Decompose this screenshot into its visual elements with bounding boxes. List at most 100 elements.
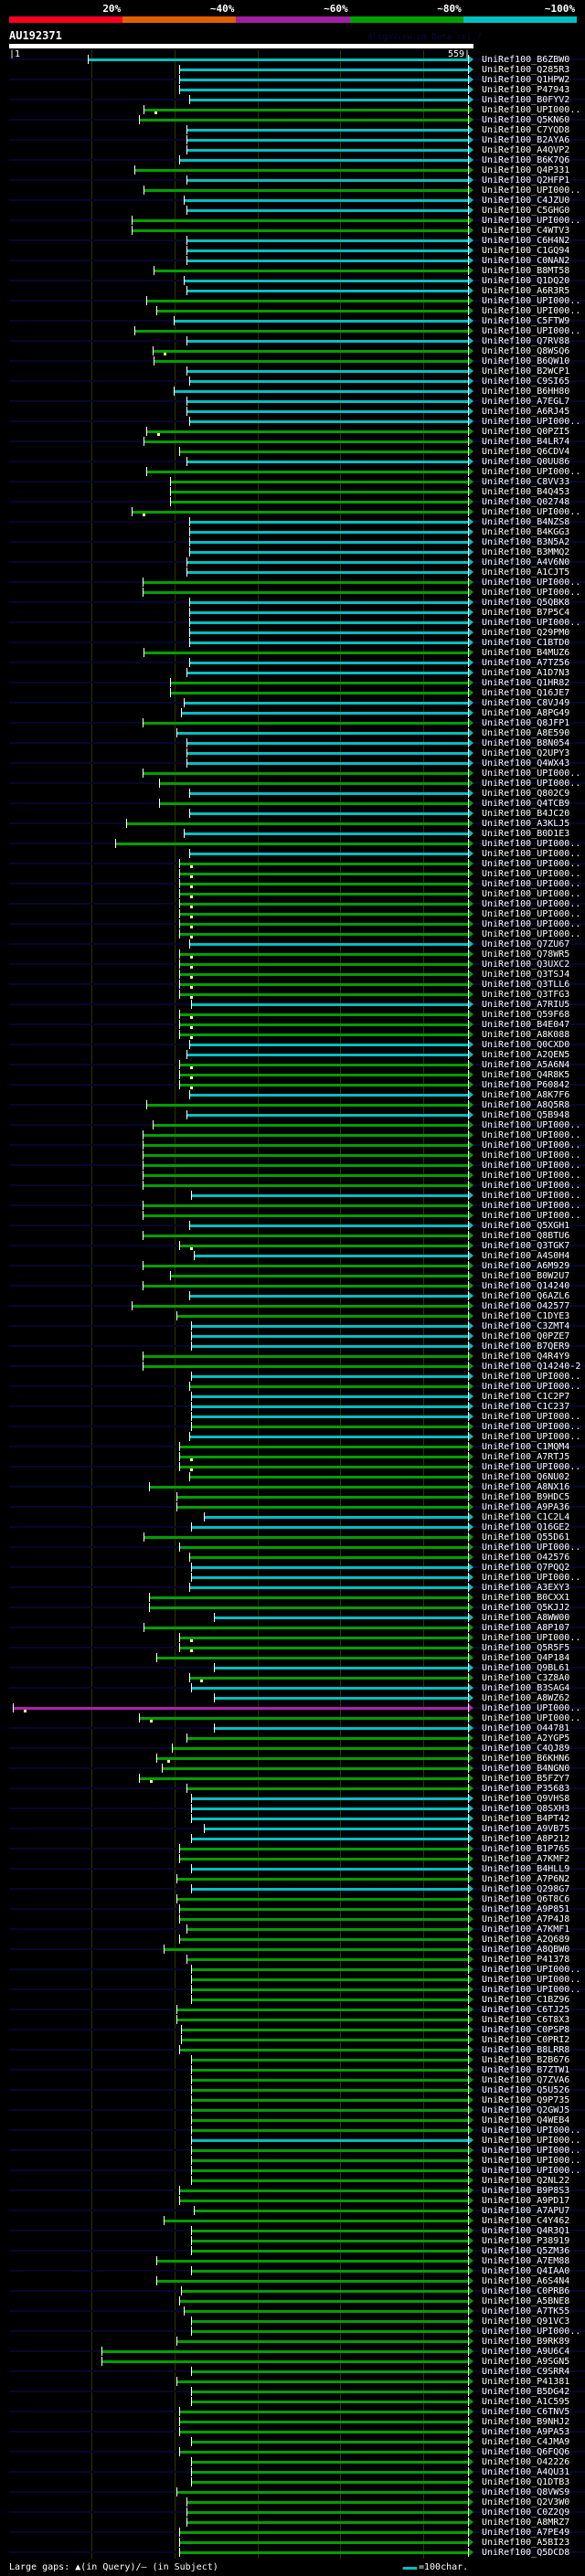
alignment-bar[interactable] (152, 350, 468, 353)
alignment-bar[interactable] (176, 2019, 468, 2021)
alignment-bar[interactable] (178, 89, 468, 91)
hit-label-link[interactable]: UniRef100_O42577 (482, 1301, 570, 1311)
alignment-bar[interactable] (178, 983, 468, 986)
hit-label-link[interactable]: UniRef100_C5GHG0 (482, 206, 570, 216)
alignment-bar[interactable] (188, 99, 468, 101)
hit-label-link[interactable]: UniRef100_Q5XGH1 (482, 1221, 570, 1231)
hit-label-link[interactable]: UniRef100_A7PE49 (482, 2528, 570, 2538)
alignment-bar[interactable] (146, 1104, 468, 1107)
alignment-bar[interactable] (191, 2390, 468, 2393)
hit-label-link[interactable]: UniRef100_UPI000.. (482, 929, 581, 939)
alignment-bar[interactable] (178, 1848, 468, 1850)
hit-label-link[interactable]: UniRef100_A8K088 (482, 1030, 570, 1040)
hit-label-link[interactable]: UniRef100_C6TJ25 (482, 2005, 570, 2015)
alignment-bar[interactable] (186, 290, 468, 292)
alignment-bar[interactable] (186, 249, 468, 252)
alignment-bar[interactable] (191, 2401, 468, 2403)
alignment-bar[interactable] (188, 541, 468, 544)
alignment-bar[interactable] (186, 370, 468, 373)
alignment-bar[interactable] (188, 420, 468, 423)
hit-label-link[interactable]: UniRef100_UPI000.. (482, 105, 581, 115)
hit-label-link[interactable]: UniRef100_UPI000.. (482, 889, 581, 899)
alignment-bar[interactable] (178, 2200, 468, 2202)
alignment-bar[interactable] (181, 2029, 468, 2031)
alignment-bar[interactable] (186, 762, 468, 765)
hit-label-link[interactable]: UniRef100_C9SRR4 (482, 2367, 570, 2377)
hit-label-link[interactable]: UniRef100_Q1HR82 (482, 678, 570, 688)
alignment-bar[interactable] (178, 451, 468, 453)
hit-label-link[interactable]: UniRef100_Q78WR5 (482, 949, 570, 959)
alignment-bar[interactable] (191, 2169, 468, 2172)
hit-label-link[interactable]: UniRef100_B4PT42 (482, 1814, 570, 1824)
alignment-bar[interactable] (161, 1767, 468, 1770)
hit-label-link[interactable]: UniRef100_UPI000.. (482, 186, 581, 196)
alignment-bar[interactable] (178, 1858, 468, 1860)
alignment-bar[interactable] (186, 260, 468, 262)
alignment-bar[interactable] (176, 1878, 468, 1881)
alignment-bar[interactable] (191, 2330, 468, 2333)
alignment-bar[interactable] (142, 1214, 468, 1217)
hit-label-link[interactable]: UniRef100_B4HLL9 (482, 1864, 570, 1874)
hit-label-link[interactable]: UniRef100_Q0PZE7 (482, 1331, 570, 1341)
hit-label-link[interactable]: UniRef100_B2B676 (482, 2055, 570, 2065)
hit-label-link[interactable]: UniRef100_A9PA36 (482, 1502, 570, 1512)
hit-label-link[interactable]: UniRef100_A5A6N4 (482, 1060, 570, 1070)
hit-label-link[interactable]: UniRef100_Q8VWS9 (482, 2487, 570, 2497)
hit-label-link[interactable]: UniRef100_Q9BL61 (482, 1663, 570, 1673)
hit-label-link[interactable]: UniRef100_C1C2L4 (482, 1512, 570, 1522)
hit-label-link[interactable]: UniRef100_P35683 (482, 1784, 570, 1794)
alignment-bar[interactable] (142, 1134, 468, 1137)
alignment-bar[interactable] (188, 812, 468, 815)
hit-label-link[interactable]: UniRef100_Q3TLL6 (482, 980, 570, 990)
hit-label-link[interactable]: UniRef100_Q8WSQ6 (482, 346, 570, 356)
alignment-bar[interactable] (186, 179, 468, 182)
alignment-bar[interactable] (164, 2220, 468, 2222)
alignment-bar[interactable] (184, 199, 468, 202)
alignment-bar[interactable] (194, 1255, 468, 1257)
hit-label-link[interactable]: UniRef100_Q8BTU6 (482, 1231, 570, 1241)
hit-label-link[interactable]: UniRef100_UPI000.. (482, 467, 581, 477)
hit-label-link[interactable]: UniRef100_B6K7Q6 (482, 155, 570, 165)
alignment-bar[interactable] (131, 229, 468, 232)
alignment-bar[interactable] (142, 1144, 468, 1147)
alignment-bar[interactable] (191, 2471, 468, 2474)
alignment-bar[interactable] (191, 2099, 468, 2102)
alignment-bar[interactable] (178, 1908, 468, 1911)
hit-label-link[interactable]: UniRef100_B6KHN6 (482, 1754, 570, 1764)
hit-label-link[interactable]: UniRef100_UPI000.. (482, 1181, 581, 1191)
alignment-bar[interactable] (184, 832, 468, 835)
hit-label-link[interactable]: UniRef100_C6T8X3 (482, 2015, 570, 2025)
alignment-bar[interactable] (178, 873, 468, 875)
alignment-bar[interactable] (184, 702, 468, 705)
alignment-bar[interactable] (186, 2501, 468, 2504)
alignment-bar[interactable] (188, 1224, 468, 1227)
alignment-bar[interactable] (188, 792, 468, 795)
hit-label-link[interactable]: UniRef100_UPI000.. (482, 879, 581, 889)
alignment-bar[interactable] (169, 501, 468, 504)
hit-label-link[interactable]: UniRef100_B4NGN0 (482, 1764, 570, 1774)
hit-label-link[interactable]: UniRef100_UPI000.. (482, 1462, 581, 1472)
hit-label-link[interactable]: UniRef100_UPI000.. (482, 919, 581, 929)
hit-label-link[interactable]: UniRef100_Q8SXH3 (482, 1804, 570, 1814)
hit-label-link[interactable]: UniRef100_Q14240-2 (482, 1362, 581, 1372)
hit-label-link[interactable]: UniRef100_UPI000.. (482, 216, 581, 226)
hit-label-link[interactable]: UniRef100_A2QEN5 (482, 1050, 570, 1060)
alignment-bar[interactable] (176, 2009, 468, 2011)
hit-label-link[interactable]: UniRef100_UPI000.. (482, 1985, 581, 1995)
hit-label-link[interactable]: UniRef100_C1C237 (482, 1402, 570, 1412)
hit-label-link[interactable]: UniRef100_UPI000.. (482, 899, 581, 909)
hit-label-link[interactable]: UniRef100_A6RJ45 (482, 407, 570, 417)
hit-label-link[interactable]: UniRef100_B4NZS8 (482, 517, 570, 527)
alignment-bar[interactable] (142, 591, 468, 594)
hit-label-link[interactable]: UniRef100_UPI000.. (482, 2125, 581, 2136)
hit-label-link[interactable]: UniRef100_UPI000.. (482, 1422, 581, 1432)
alignment-bar[interactable] (139, 119, 468, 122)
alignment-bar[interactable] (184, 280, 468, 282)
hit-label-link[interactable]: UniRef100_A7EM88 (482, 2256, 570, 2266)
alignment-bar[interactable] (191, 2230, 468, 2232)
alignment-bar[interactable] (176, 1315, 468, 1318)
hit-label-link[interactable]: UniRef100_Q1DQ20 (482, 276, 570, 286)
hit-label-link[interactable]: UniRef100_UPI000.. (482, 618, 581, 628)
alignment-bar[interactable] (178, 893, 468, 896)
hit-label-link[interactable]: UniRef100_Q7ZVA6 (482, 2075, 570, 2085)
